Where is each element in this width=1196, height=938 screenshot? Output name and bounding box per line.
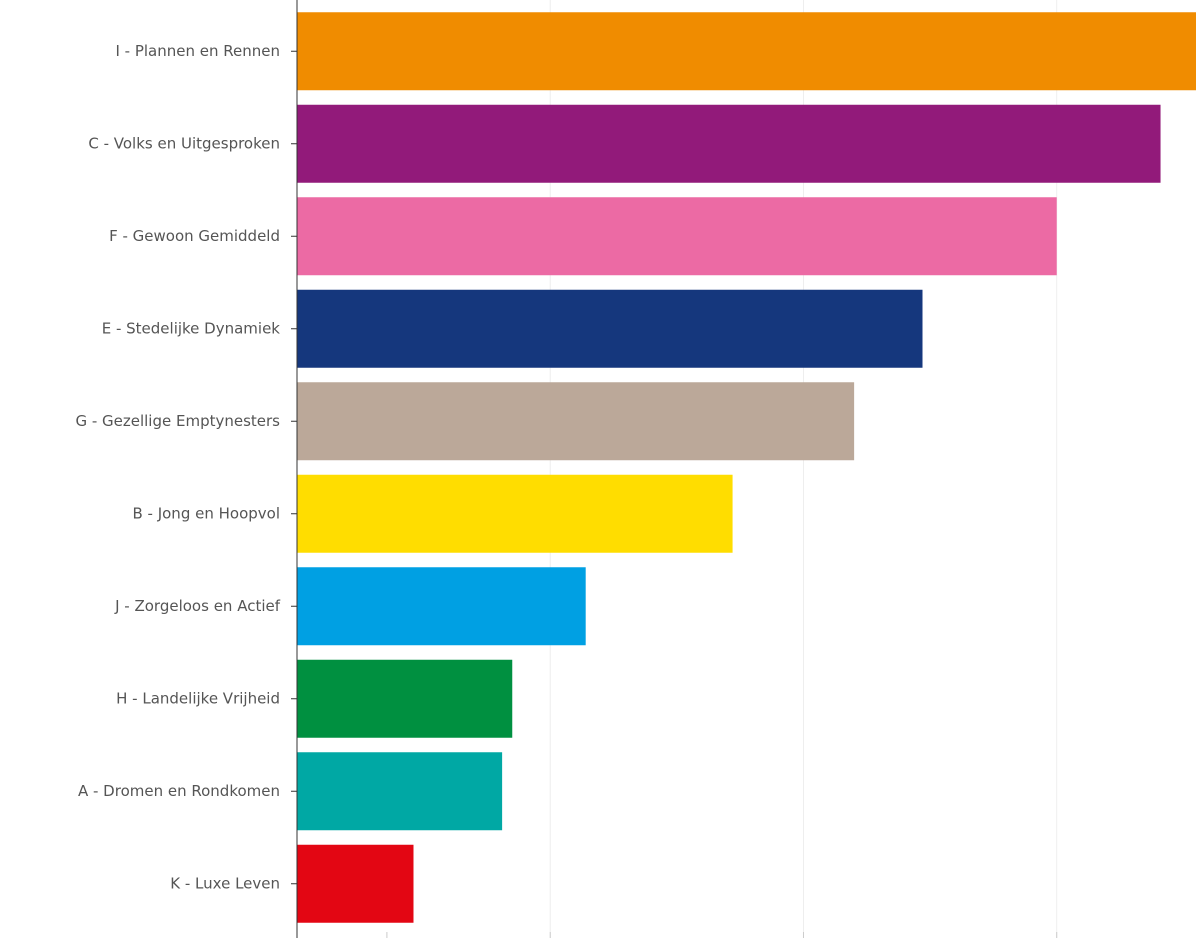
bar xyxy=(297,12,1196,91)
bar xyxy=(297,197,1057,276)
bars xyxy=(297,12,1196,923)
category-label: H - Landelijke Vrijheid xyxy=(116,689,280,707)
bar xyxy=(297,289,923,368)
category-label: K - Luxe Leven xyxy=(170,874,280,892)
bar xyxy=(297,104,1161,183)
category-label: B - Jong en Hoopvol xyxy=(132,504,280,522)
bar xyxy=(297,382,855,461)
category-label: F - Gewoon Gemiddeld xyxy=(109,227,280,245)
category-label: C - Volks en Uitgesproken xyxy=(88,134,280,152)
bar xyxy=(297,474,733,553)
y-axis-ticks xyxy=(291,50,1058,938)
category-label: A - Dromen en Rondkomen xyxy=(78,782,280,800)
category-label: E - Stedelijke Dynamiek xyxy=(102,319,281,337)
category-label: J - Zorgeloos en Actief xyxy=(114,597,281,615)
bar xyxy=(297,752,503,831)
category-label: I - Plannen en Rennen xyxy=(115,42,280,60)
category-label: G - Gezellige Emptynesters xyxy=(75,412,280,430)
bar xyxy=(297,659,513,738)
bar xyxy=(297,567,586,646)
bar xyxy=(297,844,414,923)
category-labels: I - Plannen en Rennen C - Volks en Uitges… xyxy=(75,42,280,893)
